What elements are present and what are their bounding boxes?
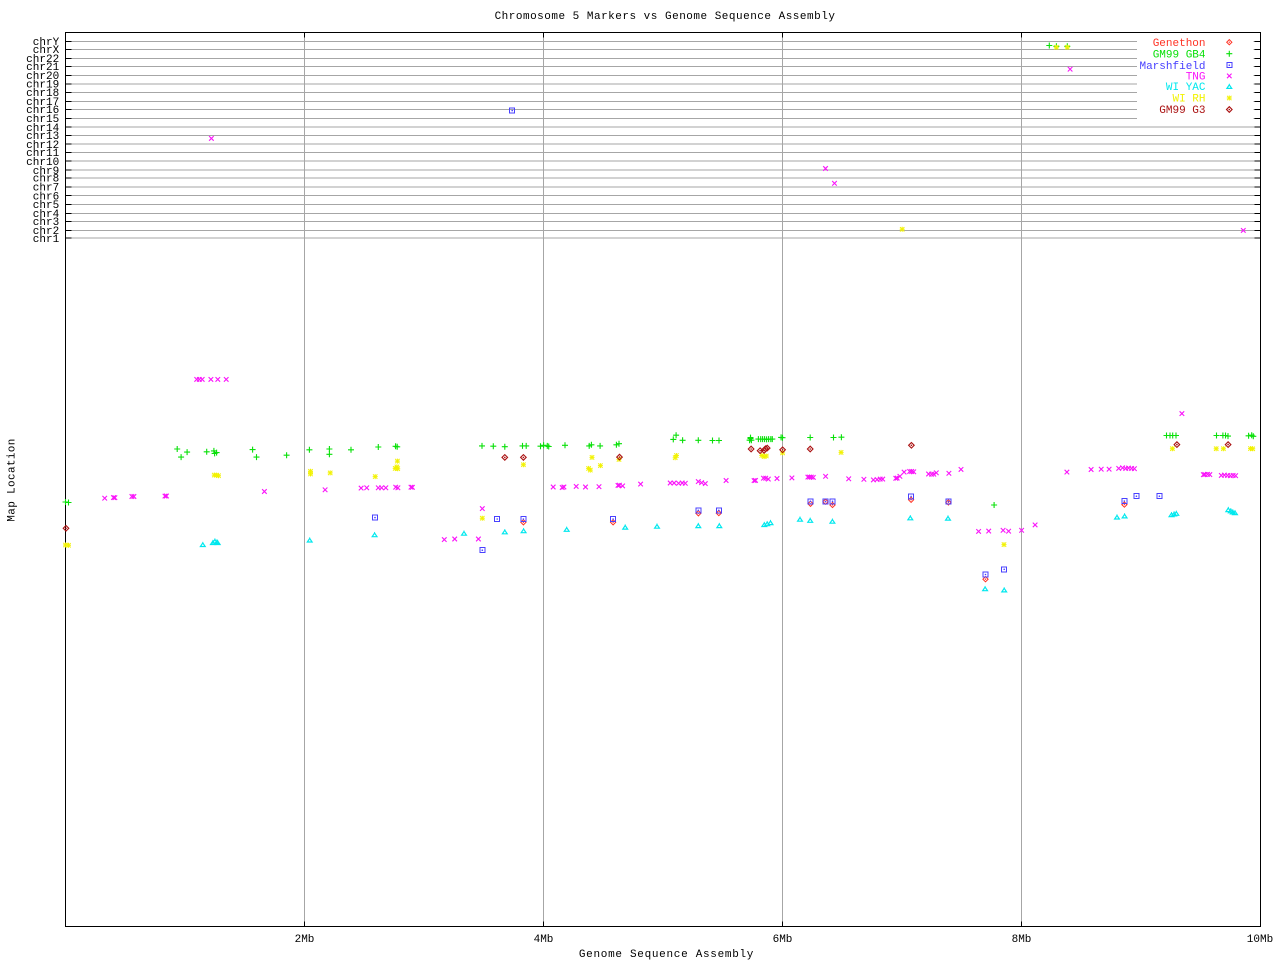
- svg-text:chr4: chr4: [33, 209, 60, 221]
- svg-text:chr2: chr2: [33, 226, 59, 238]
- svg-text:chr17: chr17: [26, 97, 59, 109]
- svg-text:WI YAC: WI YAC: [1166, 82, 1206, 94]
- svg-text:chr21: chr21: [26, 62, 59, 74]
- svg-text:chr14: chr14: [26, 123, 59, 135]
- svg-text:chrX: chrX: [33, 45, 60, 57]
- svg-text:chr5: chr5: [33, 200, 59, 212]
- svg-text:chr10: chr10: [26, 157, 59, 169]
- svg-text:chr3: chr3: [33, 217, 59, 229]
- svg-text:chr16: chr16: [26, 105, 59, 117]
- svg-text:chr1: chr1: [33, 234, 60, 246]
- svg-text:chr22: chr22: [26, 54, 59, 66]
- svg-text:10Mb: 10Mb: [1247, 934, 1273, 946]
- svg-text:2Mb: 2Mb: [295, 934, 315, 946]
- svg-text:6Mb: 6Mb: [773, 934, 793, 946]
- svg-text:chr12: chr12: [26, 140, 59, 152]
- svg-text:4Mb: 4Mb: [534, 934, 554, 946]
- svg-text:chr15: chr15: [26, 114, 59, 126]
- svg-text:chr7: chr7: [33, 183, 59, 195]
- svg-text:chrY: chrY: [33, 37, 60, 49]
- svg-text:Genome Sequence Assembly: Genome Sequence Assembly: [579, 949, 754, 960]
- svg-text:GM99 GB4: GM99 GB4: [1153, 49, 1206, 61]
- svg-text:Map Location: Map Location: [7, 438, 19, 521]
- svg-text:8Mb: 8Mb: [1012, 934, 1032, 946]
- svg-text:GM99 G3: GM99 G3: [1159, 105, 1205, 117]
- svg-text:chr19: chr19: [26, 80, 59, 92]
- svg-text:Marshfield: Marshfield: [1139, 61, 1205, 73]
- svg-text:WI RH: WI RH: [1172, 94, 1205, 106]
- svg-text:chr9: chr9: [33, 166, 59, 178]
- svg-text:chr20: chr20: [26, 71, 59, 83]
- svg-text:chr11: chr11: [26, 148, 59, 160]
- svg-text:Chromosome 5 Markers vs Genome: Chromosome 5 Markers vs Genome Sequence …: [495, 11, 836, 23]
- svg-text:chr13: chr13: [26, 131, 59, 143]
- svg-text:chr18: chr18: [26, 88, 59, 100]
- svg-text:chr6: chr6: [33, 191, 59, 203]
- svg-text:chr8: chr8: [33, 174, 59, 186]
- svg-text:Genethon: Genethon: [1153, 38, 1206, 50]
- svg-text:TNG: TNG: [1186, 72, 1206, 84]
